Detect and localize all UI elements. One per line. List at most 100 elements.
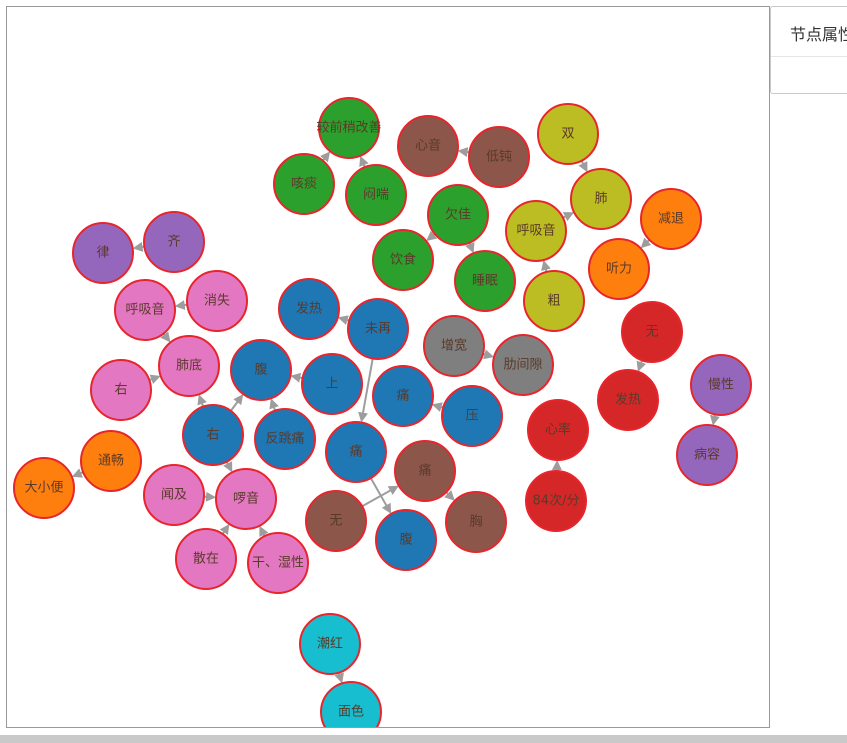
graph-node[interactable]: 胸: [445, 491, 507, 553]
graph-node-circle[interactable]: [273, 153, 335, 215]
graph-node-circle[interactable]: [468, 126, 530, 188]
graph-node-circle[interactable]: [305, 490, 367, 552]
graph-node-circle[interactable]: [320, 681, 382, 727]
graph-node-circle[interactable]: [299, 613, 361, 675]
graph-node[interactable]: 面色: [320, 681, 382, 727]
graph-node-circle[interactable]: [13, 457, 75, 519]
graph-node[interactable]: 发热: [597, 369, 659, 431]
graph-node[interactable]: 未再: [347, 298, 409, 360]
graph-node[interactable]: 上: [301, 353, 363, 415]
graph-node[interactable]: 睡眠: [454, 250, 516, 312]
graph-node-circle[interactable]: [372, 365, 434, 427]
graph-node-circle[interactable]: [175, 528, 237, 590]
graph-node[interactable]: 腹: [230, 339, 292, 401]
graph-node-circle[interactable]: [375, 509, 437, 571]
graph-node-circle[interactable]: [345, 164, 407, 226]
graph-node[interactable]: 发热: [278, 278, 340, 340]
graph-node[interactable]: 痛: [394, 440, 456, 502]
graph-node[interactable]: 痛: [325, 421, 387, 483]
graph-node-circle[interactable]: [427, 184, 489, 246]
graph-node-circle[interactable]: [325, 421, 387, 483]
graph-node[interactable]: 无: [621, 301, 683, 363]
graph-node[interactable]: 通畅: [80, 430, 142, 492]
graph-node-circle[interactable]: [525, 470, 587, 532]
graph-node-circle[interactable]: [397, 115, 459, 177]
graph-node[interactable]: 呼吸音: [505, 200, 567, 262]
graph-node[interactable]: 减退: [640, 188, 702, 250]
knowledge-graph-canvas[interactable]: 较前稍改善 咳痰 闷喘 欠佳 饮食 睡眠 心音 低钝双肺呼吸音粗减退 听力律齐呼吸音 消失 肺底右发…: [6, 6, 770, 728]
graph-node[interactable]: 右: [90, 359, 152, 421]
graph-svg[interactable]: 较前稍改善咳痰闷喘欠佳饮食睡眠心音低钝双肺呼吸音粗减退听力律齐呼吸音消失肺底右发…: [7, 7, 769, 727]
graph-node[interactable]: 咳痰: [273, 153, 335, 215]
graph-node[interactable]: 低钝: [468, 126, 530, 188]
graph-node[interactable]: 压: [441, 385, 503, 447]
graph-node[interactable]: 啰音: [215, 468, 277, 530]
graph-node[interactable]: 大小便: [13, 457, 75, 519]
graph-node-circle[interactable]: [143, 464, 205, 526]
graph-node[interactable]: 肋间隙: [492, 334, 554, 396]
graph-node-circle[interactable]: [90, 359, 152, 421]
graph-node-circle[interactable]: [505, 200, 567, 262]
graph-node-circle[interactable]: [72, 222, 134, 284]
graph-node[interactable]: 较前稍改善: [316, 97, 382, 159]
graph-node[interactable]: 心率: [527, 399, 589, 461]
graph-node-circle[interactable]: [690, 354, 752, 416]
graph-node-circle[interactable]: [182, 404, 244, 466]
horizontal-scrollbar[interactable]: [0, 735, 847, 743]
graph-node-circle[interactable]: [114, 279, 176, 341]
graph-node[interactable]: 欠佳: [427, 184, 489, 246]
graph-node-circle[interactable]: [80, 430, 142, 492]
graph-node[interactable]: 增宽: [423, 315, 485, 377]
graph-node-circle[interactable]: [492, 334, 554, 396]
graph-node[interactable]: 律: [72, 222, 134, 284]
graph-node-circle[interactable]: [215, 468, 277, 530]
graph-node[interactable]: 呼吸音: [114, 279, 176, 341]
graph-node[interactable]: 散在: [175, 528, 237, 590]
graph-node[interactable]: 潮红: [299, 613, 361, 675]
graph-node-circle[interactable]: [143, 211, 205, 273]
graph-node[interactable]: 痛: [372, 365, 434, 427]
graph-node-circle[interactable]: [454, 250, 516, 312]
graph-node-circle[interactable]: [318, 97, 380, 159]
graph-node[interactable]: 粗: [523, 270, 585, 332]
graph-node-circle[interactable]: [372, 229, 434, 291]
graph-node-circle[interactable]: [527, 399, 589, 461]
graph-node-circle[interactable]: [570, 168, 632, 230]
graph-node-circle[interactable]: [640, 188, 702, 250]
graph-node[interactable]: 84次/分: [525, 470, 587, 532]
graph-node-circle[interactable]: [423, 315, 485, 377]
graph-node-circle[interactable]: [441, 385, 503, 447]
graph-node-circle[interactable]: [347, 298, 409, 360]
graph-node[interactable]: 肺底: [158, 335, 220, 397]
graph-node-circle[interactable]: [247, 532, 309, 594]
graph-node[interactable]: 闷喘: [345, 164, 407, 226]
graph-node[interactable]: 右: [182, 404, 244, 466]
graph-node-circle[interactable]: [158, 335, 220, 397]
graph-node-circle[interactable]: [278, 278, 340, 340]
graph-node-circle[interactable]: [230, 339, 292, 401]
graph-node[interactable]: 腹: [375, 509, 437, 571]
graph-node-circle[interactable]: [588, 238, 650, 300]
graph-node[interactable]: 心音: [397, 115, 459, 177]
graph-node[interactable]: 干、湿性: [247, 532, 309, 594]
graph-node[interactable]: 慢性: [690, 354, 752, 416]
graph-node-circle[interactable]: [186, 270, 248, 332]
graph-node-circle[interactable]: [254, 408, 316, 470]
graph-node[interactable]: 齐: [143, 211, 205, 273]
graph-node[interactable]: 肺: [570, 168, 632, 230]
graph-node[interactable]: 无: [305, 490, 367, 552]
graph-node[interactable]: 病容: [676, 424, 738, 486]
graph-node-circle[interactable]: [445, 491, 507, 553]
graph-node-circle[interactable]: [597, 369, 659, 431]
graph-node[interactable]: 饮食: [372, 229, 434, 291]
graph-node-circle[interactable]: [537, 103, 599, 165]
graph-node[interactable]: 反跳痛: [254, 408, 316, 470]
graph-node-circle[interactable]: [676, 424, 738, 486]
graph-node-circle[interactable]: [301, 353, 363, 415]
graph-node[interactable]: 闻及: [143, 464, 205, 526]
graph-node-circle[interactable]: [523, 270, 585, 332]
graph-node-circle[interactable]: [394, 440, 456, 502]
graph-node[interactable]: 听力: [588, 238, 650, 300]
graph-node[interactable]: 消失: [186, 270, 248, 332]
graph-node[interactable]: 双: [537, 103, 599, 165]
